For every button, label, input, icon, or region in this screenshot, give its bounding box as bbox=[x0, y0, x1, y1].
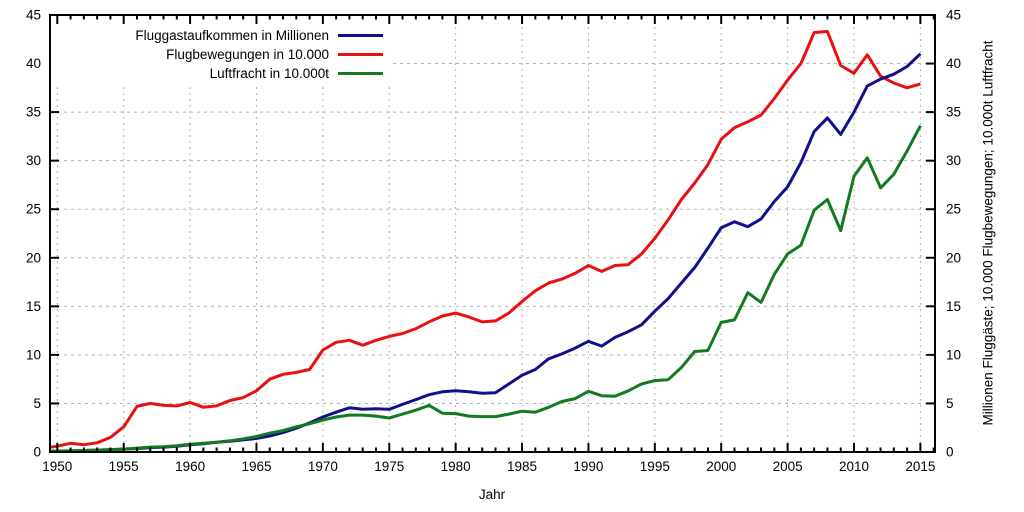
x-tick-label: 1990 bbox=[573, 459, 603, 474]
y-tick-label-right: 5 bbox=[946, 396, 954, 411]
legend-item-passengers: Fluggastaufkommen in Millionen bbox=[51, 26, 391, 45]
y-tick-label-left: 15 bbox=[26, 299, 41, 314]
legend-item-freight: Luftfracht in 10.000t bbox=[51, 64, 391, 83]
y-tick-label-right: 25 bbox=[946, 202, 961, 217]
legend: Fluggastaufkommen in Millionen Flugbeweg… bbox=[51, 24, 391, 85]
y-tick-label-right: 35 bbox=[946, 105, 961, 120]
y-tick-label-left: 35 bbox=[26, 105, 41, 120]
legend-label-freight: Luftfracht in 10.000t bbox=[209, 66, 329, 81]
x-tick-label: 2010 bbox=[839, 459, 869, 474]
y-tick-label-left: 0 bbox=[33, 445, 41, 460]
x-axis-title: Jahr bbox=[478, 487, 506, 502]
y-tick-label-left: 40 bbox=[26, 56, 41, 71]
legend-line-sample-passengers bbox=[338, 33, 383, 38]
y-tick-label-right: 30 bbox=[946, 153, 961, 168]
series-line-1 bbox=[50, 30, 921, 449]
x-tick-label: 2000 bbox=[706, 459, 736, 474]
y-tick-label-right: 0 bbox=[946, 445, 954, 460]
legend-label-passengers: Fluggastaufkommen in Millionen bbox=[135, 28, 329, 43]
x-tick-label: 1980 bbox=[441, 459, 471, 474]
x-tick-label: 1975 bbox=[374, 459, 404, 474]
x-tick-label: 1955 bbox=[109, 459, 139, 474]
x-tick-label: 1995 bbox=[640, 459, 670, 474]
y-tick-label-left: 25 bbox=[26, 202, 41, 217]
y-tick-label-right: 20 bbox=[946, 250, 961, 265]
y-tick-label-left: 20 bbox=[26, 250, 41, 265]
y-tick-label-right: 10 bbox=[946, 347, 961, 362]
y-tick-label-left: 10 bbox=[26, 347, 41, 362]
y-tick-label-right: 40 bbox=[946, 56, 961, 71]
legend-line-sample-movements bbox=[338, 52, 383, 57]
legend-item-movements: Flugbewegungen in 10.000 bbox=[51, 45, 391, 64]
x-tick-label: 1970 bbox=[308, 459, 338, 474]
x-tick-label: 1950 bbox=[42, 459, 72, 474]
x-tick-label: 1985 bbox=[507, 459, 537, 474]
x-tick-label: 1965 bbox=[241, 459, 271, 474]
plot-border bbox=[49, 14, 936, 453]
y-tick-label-right: 45 bbox=[946, 8, 961, 23]
y-tick-label-left: 5 bbox=[33, 396, 41, 411]
series-line-2 bbox=[50, 125, 922, 453]
legend-label-movements: Flugbewegungen in 10.000 bbox=[166, 47, 329, 62]
y-tick-label-right: 15 bbox=[946, 299, 961, 314]
legend-line-sample-freight bbox=[338, 71, 383, 76]
x-tick-label: 2015 bbox=[905, 459, 935, 474]
y-tick-label-left: 45 bbox=[26, 8, 41, 23]
y-tick-label-left: 30 bbox=[26, 153, 41, 168]
x-tick-label: 2005 bbox=[773, 459, 803, 474]
right-axis-title: Millionen Fluggäste; 10.000 Flugbewegung… bbox=[980, 40, 996, 426]
x-tick-label: 1960 bbox=[175, 459, 205, 474]
